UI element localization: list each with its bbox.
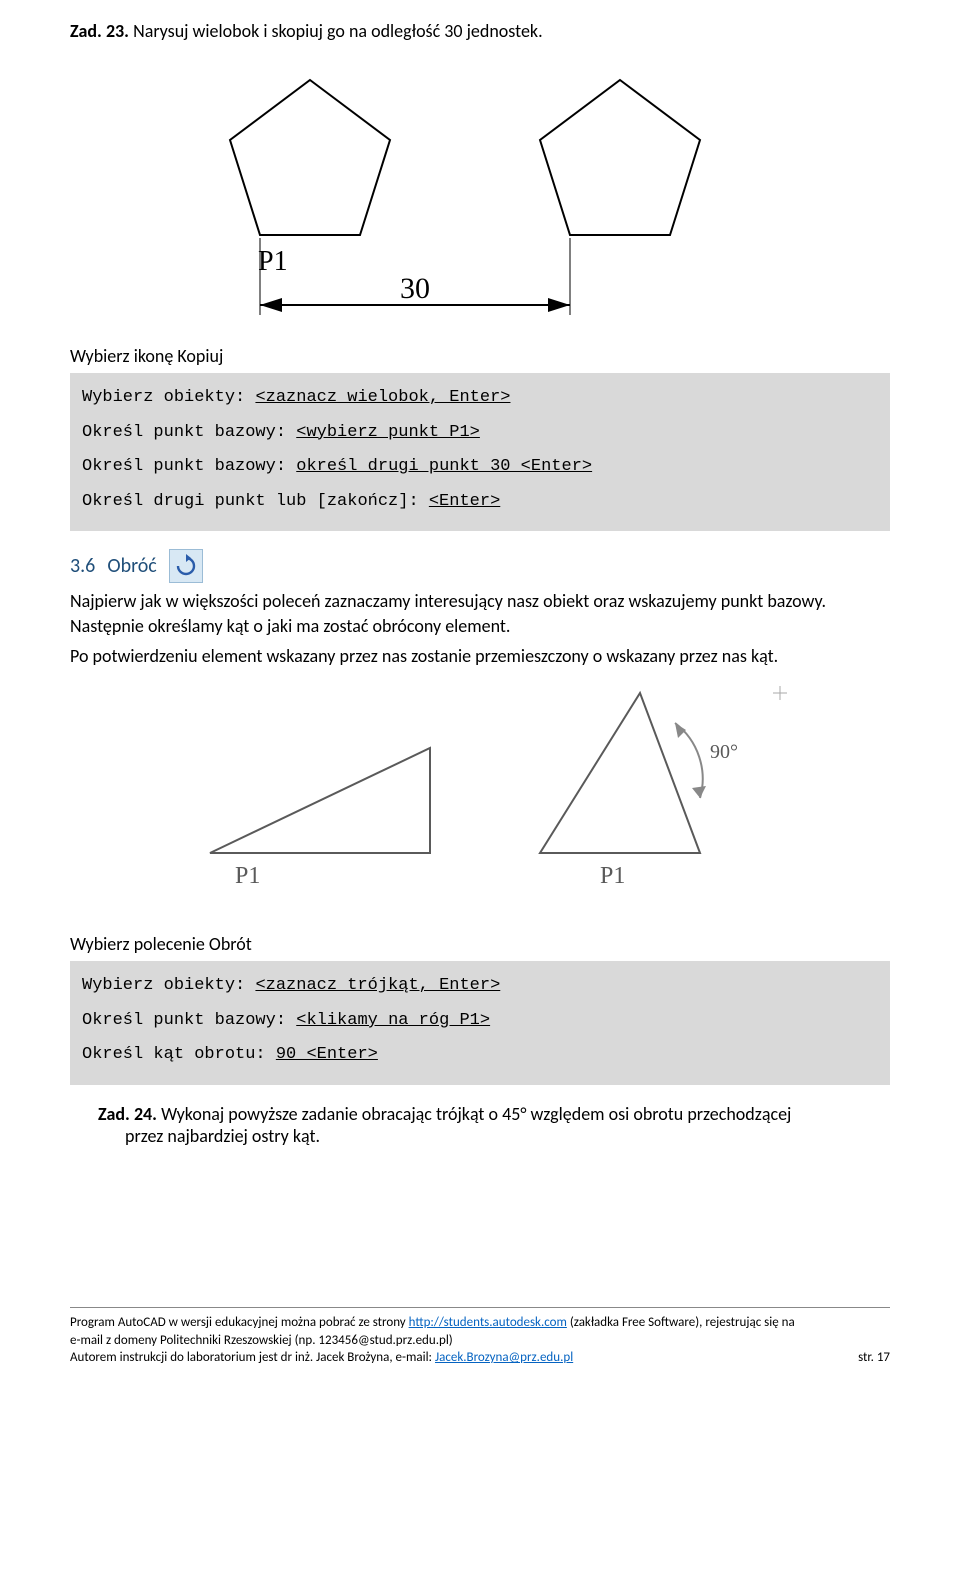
code-line: Określ punkt bazowy: <wybierz punkt P1> bbox=[82, 418, 878, 449]
footer-line-2: e-mail z domeny Politechniki Rzeszowskie… bbox=[70, 1332, 890, 1350]
page-footer: Program AutoCAD w wersji edukacyjnej moż… bbox=[70, 1307, 890, 1367]
figure-pentagons: P1 30 bbox=[70, 60, 890, 325]
section-number: 3.6 bbox=[70, 554, 95, 578]
task-24-label: Zad. 24. bbox=[98, 1103, 157, 1125]
p1-label-left: P1 bbox=[235, 863, 260, 889]
rotate-icon bbox=[169, 549, 203, 583]
footer-link-email[interactable]: Jacek.Brozyna@prz.edu.pl bbox=[435, 1350, 573, 1365]
pentagon-right bbox=[540, 80, 700, 235]
triangle-before bbox=[210, 748, 430, 853]
paragraph-2: Po potwierdzeniu element wskazany przez … bbox=[70, 644, 890, 668]
codebox-copy: Wybierz obiekty: <zaznacz wielobok, Ente… bbox=[70, 373, 890, 531]
task-23-text: Narysuj wielobok i skopiuj go na odległo… bbox=[133, 20, 543, 42]
dimension-arrow-left bbox=[260, 298, 282, 312]
triangle-after bbox=[540, 693, 700, 853]
figure-triangles: P1 P1 90° bbox=[70, 678, 890, 913]
section-3-6: 3.6 Obróć bbox=[70, 549, 890, 583]
footer-line-1: Program AutoCAD w wersji edukacyjnej moż… bbox=[70, 1314, 890, 1332]
code-line: Określ punkt bazowy: <klikamy na róg P1> bbox=[82, 1006, 878, 1037]
task-23-heading: Zad. 23. Narysuj wielobok i skopiuj go n… bbox=[70, 20, 890, 42]
footer-line-3: Autorem instrukcji do laboratorium jest … bbox=[70, 1349, 573, 1367]
codebox-rotate: Wybierz obiekty: <zaznacz trójkąt, Enter… bbox=[70, 961, 890, 1085]
footer-link-autodesk[interactable]: http://students.autodesk.com bbox=[409, 1315, 567, 1330]
task-24-text1: Wykonaj powyższe zadanie obracając trójk… bbox=[161, 1103, 791, 1125]
code-line: Określ punkt bazowy: określ drugi punkt … bbox=[82, 452, 878, 483]
section-title: Obróć bbox=[107, 554, 156, 578]
angle-arrow-2 bbox=[675, 723, 686, 738]
code-line: Wybierz obiekty: <zaznacz wielobok, Ente… bbox=[82, 383, 878, 414]
code-line: Wybierz obiekty: <zaznacz trójkąt, Enter… bbox=[82, 971, 878, 1002]
instruction-rotate: Wybierz polecenie Obrót bbox=[70, 933, 890, 955]
task-24-line1: Zad. 24. Wykonaj powyższe zadanie obraca… bbox=[98, 1103, 890, 1125]
code-line: Określ drugi punkt lub [zakończ]: <Enter… bbox=[82, 487, 878, 518]
dimension-value: 30 bbox=[400, 272, 430, 305]
code-line: Określ kąt obrotu: 90 <Enter> bbox=[82, 1040, 878, 1071]
p1-label: P1 bbox=[258, 246, 288, 277]
task-23-label: Zad. 23. bbox=[70, 20, 129, 42]
angle-label: 90° bbox=[710, 741, 738, 763]
angle-arrow-1 bbox=[692, 786, 706, 798]
dimension-arrow-right bbox=[548, 298, 570, 312]
instruction-copy: Wybierz ikonę Kopiuj bbox=[70, 345, 890, 367]
page-number: str. 17 bbox=[858, 1349, 890, 1367]
paragraph-1: Najpierw jak w większości poleceń zaznac… bbox=[70, 589, 890, 638]
task-24-line2: przez najbardziej ostry kąt. bbox=[125, 1125, 890, 1147]
pentagon-left bbox=[230, 80, 390, 235]
p1-label-right: P1 bbox=[600, 863, 625, 889]
